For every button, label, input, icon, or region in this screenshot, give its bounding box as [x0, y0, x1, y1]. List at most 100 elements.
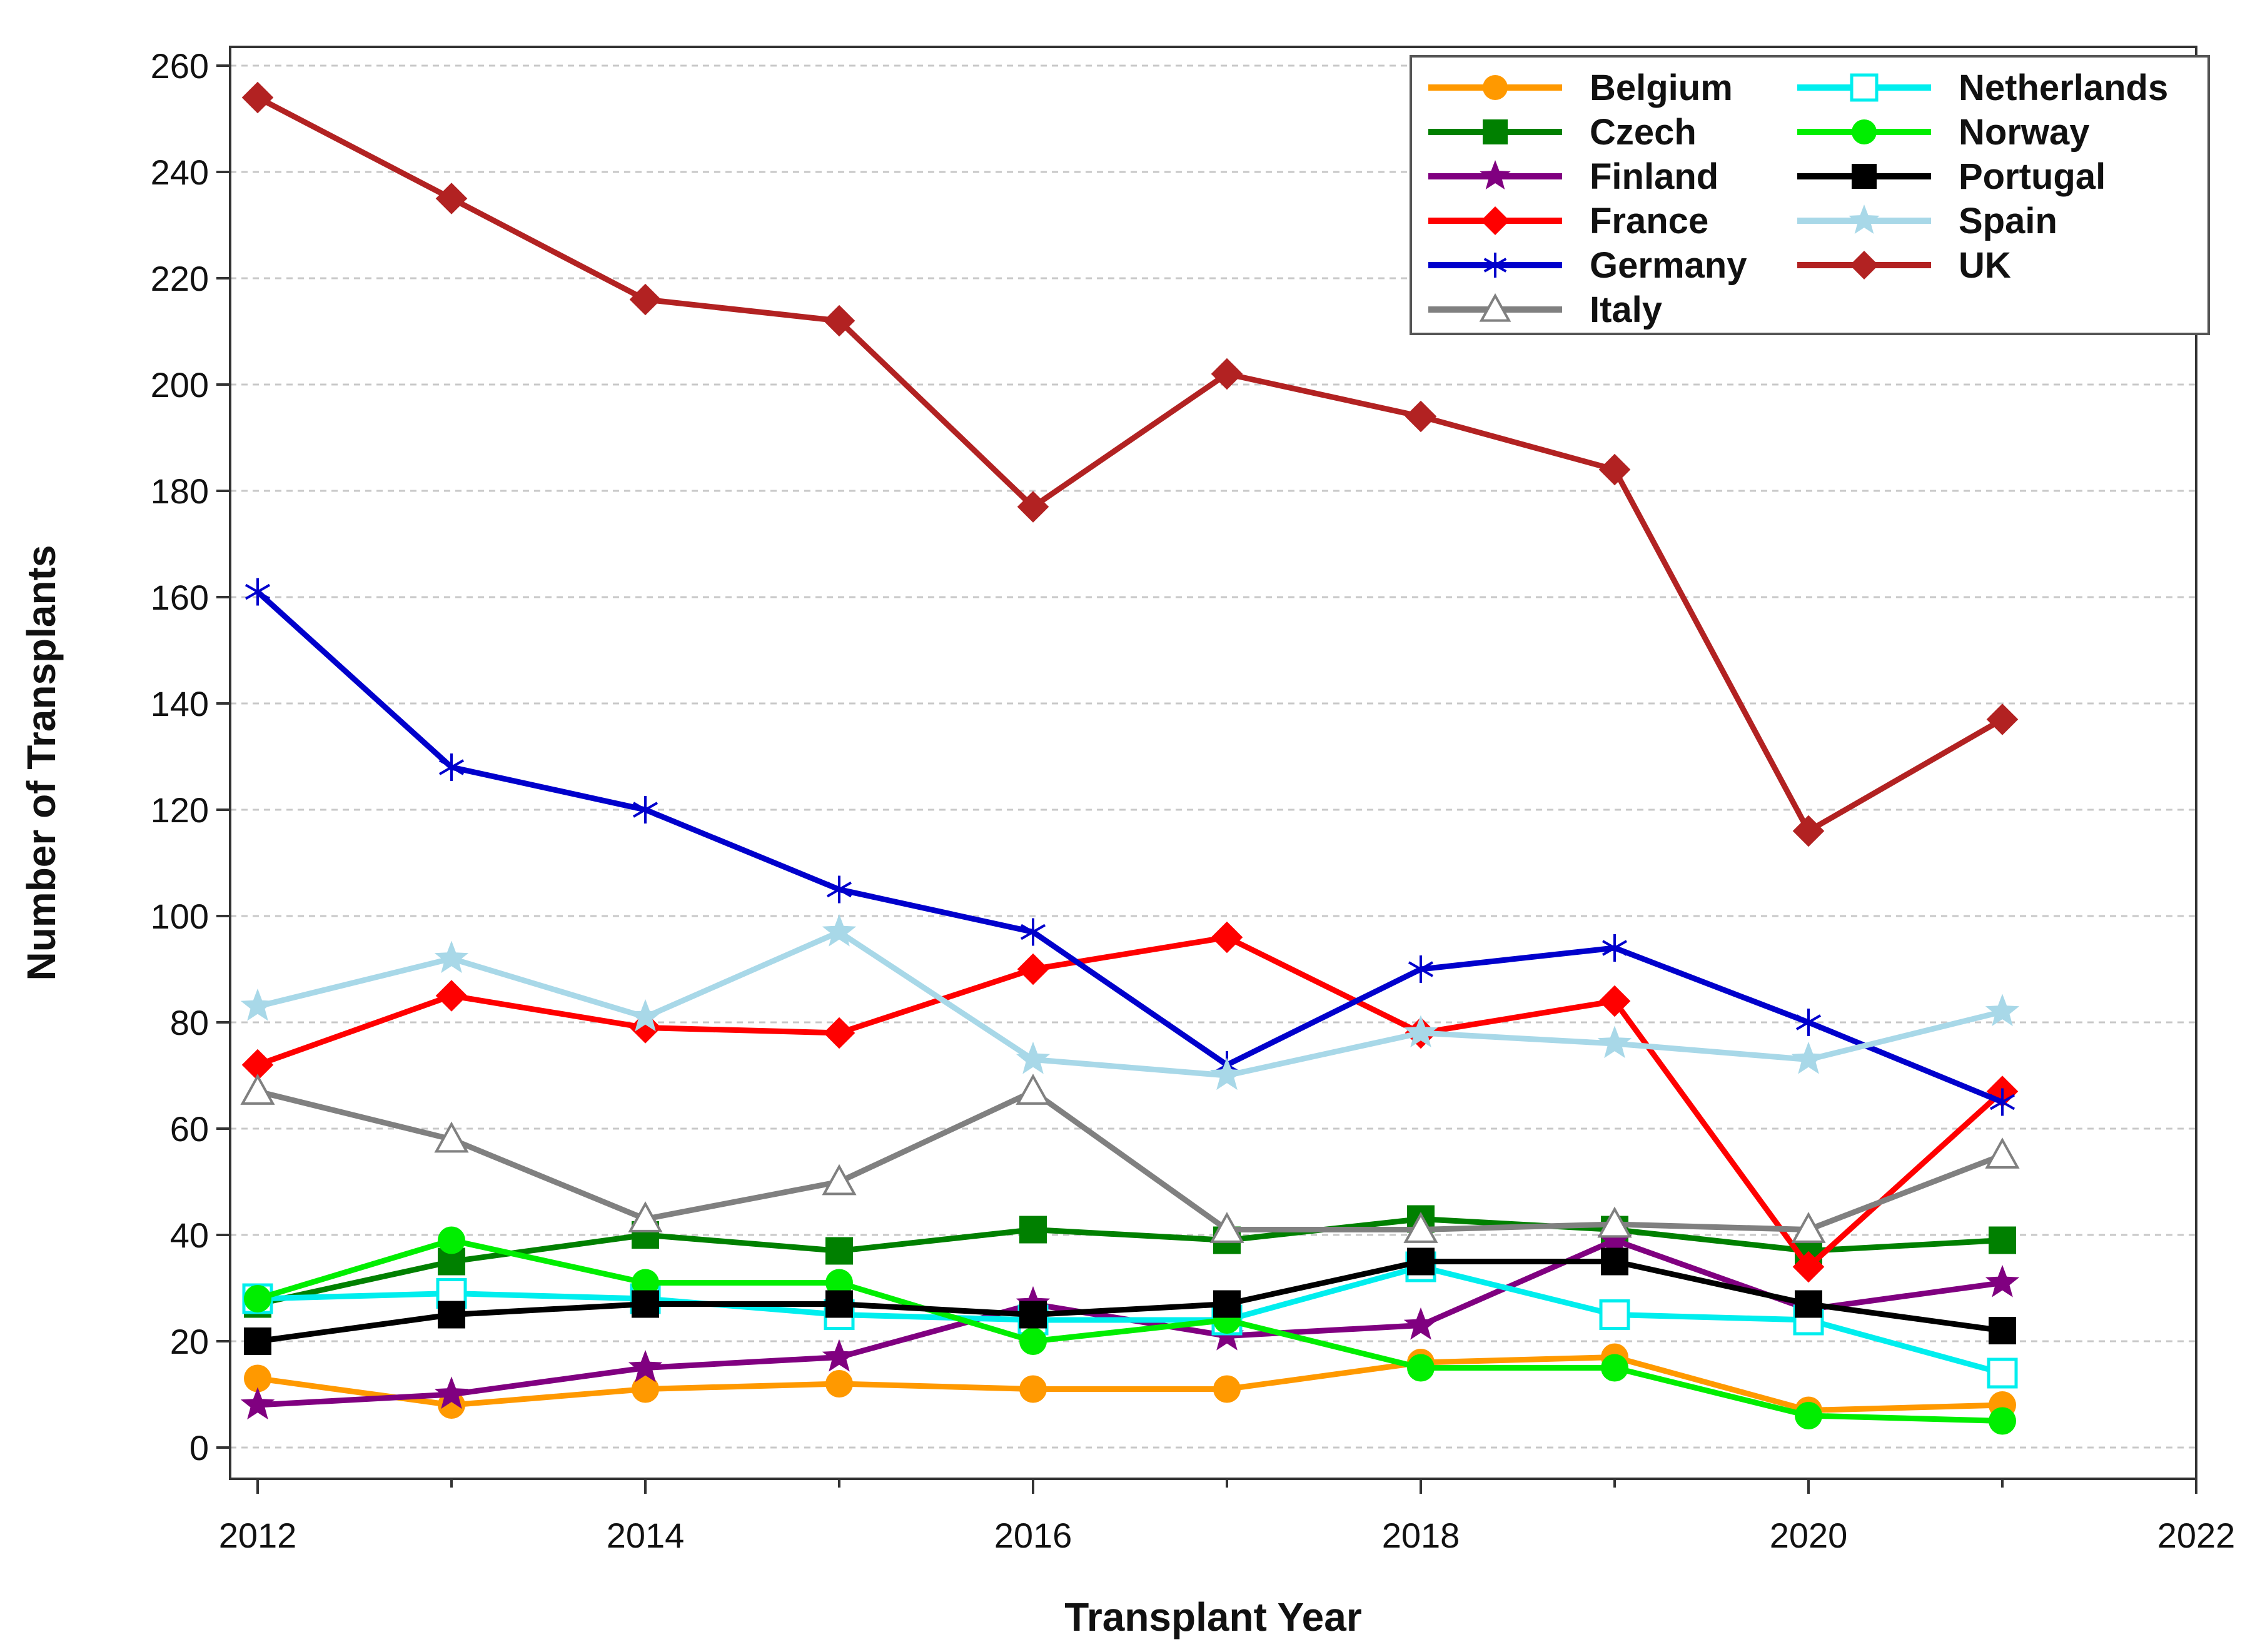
series-germany: [245, 578, 2015, 1116]
point-uk-2012: [241, 81, 274, 114]
point-belgium-2016: [1019, 1375, 1047, 1403]
legend-item-germany: Germany: [1428, 245, 1747, 286]
legend-marker-norway: [1852, 119, 1877, 144]
legend-marker-germany: [1483, 253, 1507, 278]
point-portugal-2018: [1407, 1247, 1435, 1276]
point-uk-2021: [1986, 703, 2019, 735]
point-italy-2021: [1985, 1137, 2020, 1169]
point-spain-2014: [628, 999, 663, 1032]
series-line-norway: [256, 1237, 2003, 1424]
y-tick-label-60: 60: [170, 1109, 209, 1149]
point-italy-2016: [1016, 1074, 1051, 1105]
point-portugal-2020: [1795, 1290, 1822, 1318]
point-uk-2019: [1598, 453, 1631, 486]
point-uk-2016: [1017, 491, 1049, 523]
y-tick-label-200: 200: [151, 365, 209, 405]
y-tick-label-0: 0: [189, 1428, 209, 1468]
point-france-2016: [1017, 953, 1049, 985]
legend-label-finland: Finland: [1590, 156, 1718, 197]
x-axis-title: Transplant Year: [1064, 1594, 1362, 1639]
plot-frame: [229, 46, 2197, 1480]
point-finland-2021: [1985, 1264, 2020, 1297]
point-netherlands-2019: [1599, 1299, 1630, 1330]
x-tick-label-2012: 2012: [219, 1516, 297, 1555]
point-germany-2015: [826, 875, 852, 904]
point-finland-2013: [434, 1376, 469, 1409]
series-line-france: [256, 934, 2005, 1270]
point-norway-2020: [1795, 1402, 1822, 1429]
point-germany-2021: [1989, 1088, 2015, 1116]
legend-label-italy: Italy: [1590, 290, 1662, 330]
y-tick-label-40: 40: [170, 1216, 209, 1255]
legend-label-netherlands: Netherlands: [1959, 68, 2168, 108]
point-uk-2018: [1405, 400, 1437, 433]
point-finland-2015: [822, 1339, 857, 1372]
y-tick-label-160: 160: [151, 578, 209, 617]
point-spain-2021: [1985, 994, 2020, 1027]
point-portugal-2021: [1989, 1317, 2016, 1344]
point-belgium-2012: [244, 1364, 271, 1393]
legend-label-spain: Spain: [1959, 201, 2057, 241]
y-axis-title: Number of Transplants: [19, 545, 64, 981]
point-italy-2018: [1403, 1212, 1438, 1243]
point-germany-2013: [438, 753, 465, 781]
legend-marker-spain: [1849, 204, 1880, 234]
point-germany-2014: [632, 796, 658, 823]
point-norway-2014: [632, 1269, 659, 1297]
x-tick-label-2016: 2016: [994, 1516, 1072, 1555]
legend-item-norway: Norway: [1797, 112, 2090, 153]
series-france: [241, 921, 2019, 1283]
y-tick-label-80: 80: [170, 1003, 209, 1042]
point-portugal-2017: [1213, 1290, 1241, 1318]
series-line-uk: [256, 95, 2004, 834]
legend-item-netherlands: Netherlands: [1797, 68, 2168, 108]
legend-label-belgium: Belgium: [1590, 68, 1733, 108]
legend-marker-italy: [1479, 293, 1511, 322]
point-portugal-2013: [438, 1301, 465, 1329]
x-tick-label-2022: 2022: [2157, 1516, 2236, 1555]
legend-marker-finland: [1480, 160, 1511, 189]
series-line-germany: [255, 590, 2004, 1105]
y-tick-label-240: 240: [151, 153, 209, 192]
series-italy: [240, 1074, 2020, 1243]
series-line-portugal: [257, 1259, 2003, 1344]
legend-item-belgium: Belgium: [1428, 68, 1733, 108]
series-line-czech: [257, 1216, 2003, 1307]
series-line-belgium: [257, 1354, 2003, 1413]
point-norway-2012: [244, 1285, 271, 1312]
point-germany-2016: [1020, 918, 1046, 946]
point-uk-2017: [1211, 358, 1243, 390]
point-france-2017: [1211, 921, 1243, 954]
point-uk-2013: [435, 183, 468, 214]
point-italy-2020: [1791, 1212, 1826, 1243]
point-germany-2020: [1795, 1009, 1822, 1036]
point-germany-2012: [245, 578, 271, 606]
point-finland-2018: [1403, 1307, 1438, 1340]
legend-marker-netherlands: [1850, 73, 1879, 102]
point-spain-2018: [1403, 1015, 1438, 1048]
x-tick-label-2014: 2014: [607, 1516, 685, 1555]
series-line-netherlands: [257, 1264, 2004, 1376]
series-norway: [244, 1226, 2016, 1435]
point-italy-2019: [1597, 1206, 1632, 1238]
point-germany-2019: [1602, 934, 1628, 962]
series-spain: [240, 914, 2020, 1090]
series-line-italy: [256, 1089, 2004, 1232]
point-czech-2016: [1019, 1216, 1047, 1244]
y-tick-label-20: 20: [170, 1322, 209, 1361]
point-spain-2015: [822, 914, 857, 947]
point-france-2013: [435, 980, 468, 1012]
point-portugal-2012: [244, 1327, 271, 1355]
point-france-2014: [629, 1012, 662, 1044]
point-italy-2014: [628, 1201, 663, 1232]
point-portugal-2016: [1019, 1301, 1047, 1329]
point-spain-2012: [240, 988, 275, 1021]
point-norway-2013: [438, 1226, 465, 1254]
series-layer: [240, 81, 2020, 1435]
legend-marker-portugal: [1852, 164, 1877, 189]
point-italy-2012: [240, 1074, 275, 1105]
legend-label-france: France: [1590, 201, 1708, 241]
point-czech-2021: [1989, 1226, 2016, 1254]
